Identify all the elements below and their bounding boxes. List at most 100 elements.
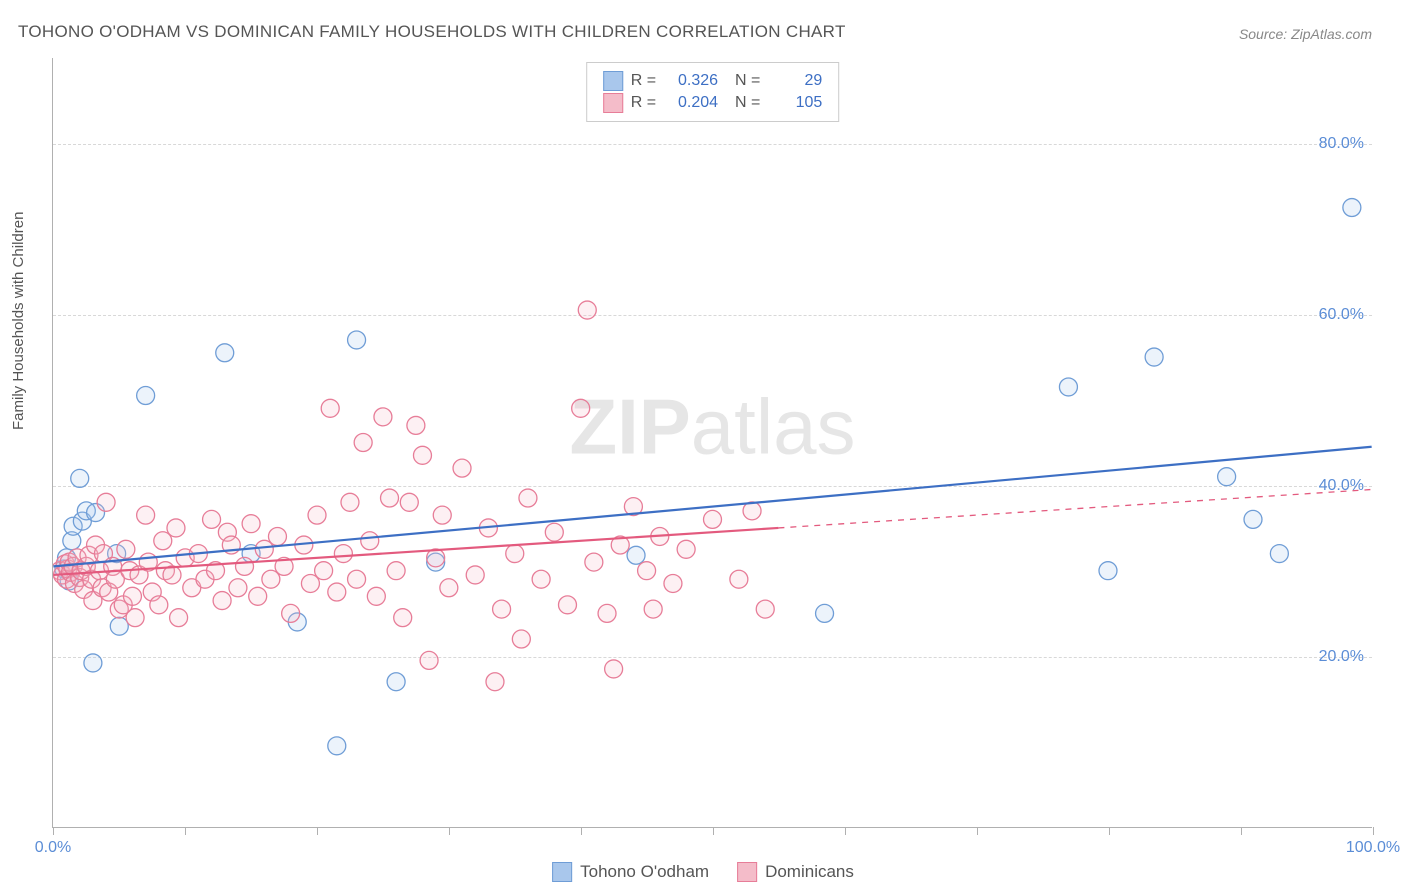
trend-line-dashed [778, 489, 1371, 527]
trend-line [53, 447, 1371, 567]
data-point [394, 609, 412, 627]
legend-swatch-1 [552, 862, 572, 882]
x-tick [185, 827, 186, 835]
data-point [493, 600, 511, 618]
chart-container: TOHONO O'ODHAM VS DOMINICAN FAMILY HOUSE… [0, 0, 1406, 892]
data-point [1218, 468, 1236, 486]
data-point [321, 399, 339, 417]
legend-item-1: Tohono O'odham [552, 862, 709, 882]
data-point [361, 532, 379, 550]
data-point [387, 673, 405, 691]
data-point [97, 493, 115, 511]
data-point [816, 604, 834, 622]
data-point [420, 651, 438, 669]
y-axis-label: Family Households with Children [10, 212, 27, 430]
data-point [400, 493, 418, 511]
swatch-series-1 [603, 71, 623, 91]
data-point [229, 579, 247, 597]
data-point [341, 493, 359, 511]
data-point [585, 553, 603, 571]
data-point [348, 331, 366, 349]
x-tick [317, 827, 318, 835]
data-point [249, 587, 267, 605]
data-point [216, 344, 234, 362]
data-point [506, 545, 524, 563]
data-point [150, 596, 168, 614]
data-point [282, 604, 300, 622]
data-point [374, 408, 392, 426]
data-point [123, 587, 141, 605]
data-point [440, 579, 458, 597]
x-tick-label: 100.0% [1346, 839, 1400, 857]
data-point [354, 434, 372, 452]
data-point [84, 654, 102, 672]
legend-row-series-1: R = 0.326 N = 29 [603, 71, 823, 91]
x-tick [713, 827, 714, 835]
legend-item-2: Dominicans [737, 862, 854, 882]
data-point [236, 557, 254, 575]
data-point [413, 446, 431, 464]
data-point [117, 540, 135, 558]
n-value-1: 29 [768, 72, 822, 90]
x-tick [977, 827, 978, 835]
data-point [126, 609, 144, 627]
data-point [137, 387, 155, 405]
data-point [1270, 545, 1288, 563]
chart-title: TOHONO O'ODHAM VS DOMINICAN FAMILY HOUSE… [18, 22, 846, 42]
data-point [407, 416, 425, 434]
plot-area: ZIPatlas R = 0.326 N = 29 R = 0.204 N = … [52, 58, 1372, 828]
data-point [110, 617, 128, 635]
data-point [572, 399, 590, 417]
r-value-1: 0.326 [664, 72, 718, 90]
data-point [453, 459, 471, 477]
data-point [170, 609, 188, 627]
data-point [213, 592, 231, 610]
data-point [1343, 199, 1361, 217]
data-point [559, 596, 577, 614]
data-point [315, 562, 333, 580]
x-tick-label: 0.0% [35, 839, 71, 857]
legend-label-1: Tohono O'odham [580, 862, 709, 882]
legend-swatch-2 [737, 862, 757, 882]
scatter-svg [53, 58, 1372, 827]
data-point [756, 600, 774, 618]
data-point [387, 562, 405, 580]
swatch-series-2 [603, 93, 623, 113]
data-point [348, 570, 366, 588]
data-point [677, 540, 695, 558]
data-point [1059, 378, 1077, 396]
data-point [644, 600, 662, 618]
x-tick [845, 827, 846, 835]
data-point [137, 506, 155, 524]
data-point [203, 510, 221, 528]
data-point [578, 301, 596, 319]
data-point [664, 574, 682, 592]
data-point [519, 489, 537, 507]
data-point [638, 562, 656, 580]
x-tick [1241, 827, 1242, 835]
data-point [367, 587, 385, 605]
correlation-legend: R = 0.326 N = 29 R = 0.204 N = 105 [586, 62, 840, 122]
data-point [1145, 348, 1163, 366]
data-point [512, 630, 530, 648]
r-value-2: 0.204 [664, 94, 718, 112]
data-point [1099, 562, 1117, 580]
data-point [71, 469, 89, 487]
x-tick [1109, 827, 1110, 835]
legend-row-series-2: R = 0.204 N = 105 [603, 93, 823, 113]
data-point [598, 604, 616, 622]
legend-label-2: Dominicans [765, 862, 854, 882]
data-point [466, 566, 484, 584]
data-point [730, 570, 748, 588]
x-tick [449, 827, 450, 835]
x-tick [53, 827, 54, 835]
data-point [328, 583, 346, 601]
data-point [627, 546, 645, 564]
data-point [167, 519, 185, 537]
data-point [605, 660, 623, 678]
series-legend: Tohono O'odham Dominicans [552, 862, 854, 882]
data-point [532, 570, 550, 588]
data-point [1244, 510, 1262, 528]
data-point [268, 528, 286, 546]
data-point [433, 506, 451, 524]
